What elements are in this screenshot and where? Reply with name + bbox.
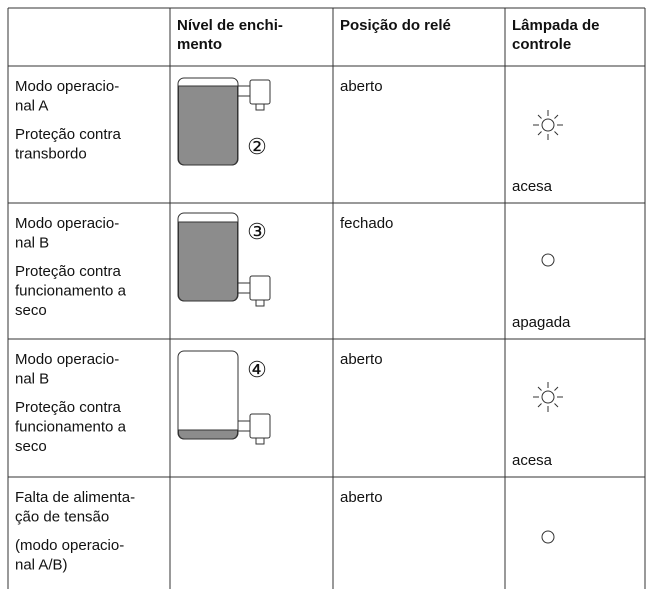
- cell-text: Modo operacio-: [15, 215, 119, 232]
- cell-text: Falta de alimenta-: [15, 489, 135, 506]
- tank-empty-bottom-sensor: [177, 350, 271, 445]
- cell-text: seco: [15, 438, 47, 455]
- header-text: Lâmpada de: [512, 17, 600, 34]
- cell-text: Proteção contra: [15, 263, 122, 280]
- lamp-text: acesa: [512, 178, 553, 195]
- cell-text: nal A: [15, 97, 48, 114]
- lamp-off-icon: [541, 253, 555, 267]
- cell-text: Modo operacio-: [15, 78, 119, 95]
- lamp-text: apagada: [512, 314, 571, 331]
- header-text: Nível de enchi-: [177, 17, 283, 34]
- cell-text: Proteção contra: [15, 399, 122, 416]
- cell-text: Proteção contra: [15, 126, 122, 143]
- relay-text: aberto: [340, 489, 383, 506]
- header-text: Posição do relé: [340, 17, 451, 34]
- level-marker: ②: [247, 134, 267, 159]
- cell-text: nal B: [15, 234, 49, 251]
- level-marker: ③: [247, 219, 267, 244]
- header-text: controle: [512, 36, 571, 53]
- lamp-off-icon: [541, 530, 555, 544]
- table-grid: [7, 7, 646, 589]
- tank-full-bottom-sensor: [177, 212, 271, 307]
- cell-text: transbordo: [15, 145, 87, 162]
- lamp-on-icon: [533, 110, 563, 140]
- cell-text: funcionamento a: [15, 282, 127, 299]
- cell-text: funcionamento a: [15, 418, 127, 435]
- header-text: mento: [177, 36, 222, 53]
- tank-full-top-sensor: [177, 77, 271, 166]
- cell-text: ção de tensão: [15, 508, 109, 525]
- relay-text: aberto: [340, 78, 383, 95]
- cell-text: nal A/B): [15, 556, 68, 573]
- cell-text: Modo operacio-: [15, 351, 119, 368]
- cell-text: (modo operacio-: [15, 537, 124, 554]
- relay-text: aberto: [340, 351, 383, 368]
- lamp-on-icon: [533, 382, 563, 412]
- cell-text: seco: [15, 302, 47, 319]
- level-marker: ④: [247, 357, 267, 382]
- cell-text: nal B: [15, 370, 49, 387]
- lamp-text: acesa: [512, 452, 553, 469]
- relay-text: fechado: [340, 215, 393, 232]
